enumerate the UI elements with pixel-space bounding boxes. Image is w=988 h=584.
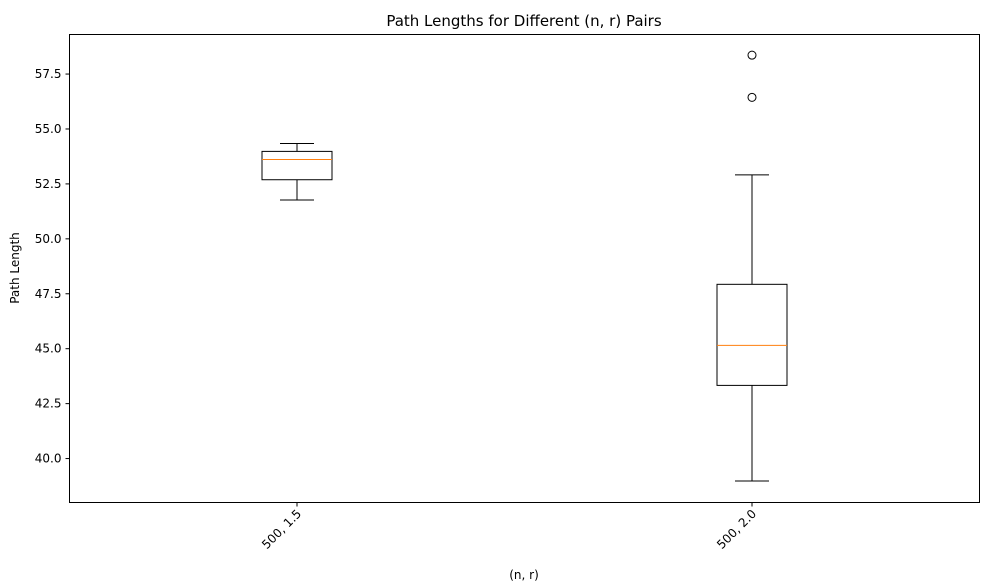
chart-title: Path Lengths for Different (n, r) Pairs — [386, 12, 662, 30]
box-iqr — [261, 150, 333, 181]
y-tick-label: 52.5 — [35, 177, 62, 191]
y-tick-label: 40.0 — [35, 452, 62, 466]
y-tick-label: 50.0 — [35, 232, 62, 246]
y-tick-label: 47.5 — [35, 287, 62, 301]
outlier-point — [747, 92, 757, 102]
box-group — [261, 142, 333, 201]
x-tick-label: 500, 2.0 — [714, 507, 759, 552]
y-tick-label: 57.5 — [35, 67, 62, 81]
y-tick-label: 45.0 — [35, 342, 62, 356]
axes-frame — [69, 34, 980, 503]
x-axis-label: (n, r) — [509, 568, 539, 582]
y-axis-label: Path Length — [8, 232, 22, 304]
x-tick-label: 500, 1.5 — [259, 507, 304, 552]
outlier-point — [747, 50, 757, 60]
box-iqr — [716, 283, 788, 386]
y-tick-label: 42.5 — [35, 397, 62, 411]
plot-area: 40.0 42.5 45.0 47.5 50.0 52.5 55.0 57.5 500, 1.5… — [35, 50, 788, 552]
y-tick-label: 55.0 — [35, 122, 62, 136]
box-group — [716, 50, 788, 482]
